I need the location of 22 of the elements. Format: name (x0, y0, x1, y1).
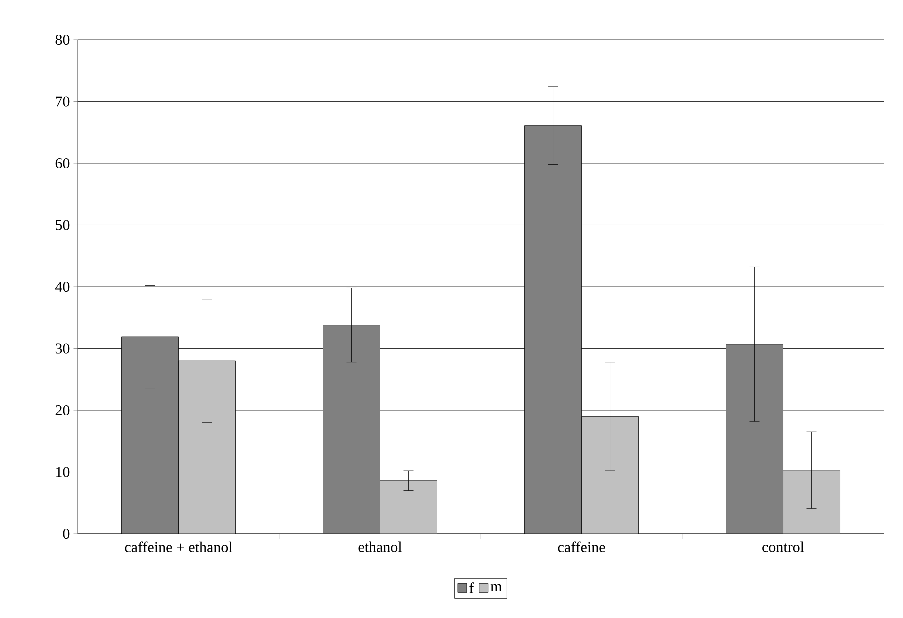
bar (178, 360, 236, 534)
y-tick-label: 10 (56, 467, 70, 478)
y-tick-label: 30 (56, 344, 70, 354)
bar (582, 416, 639, 534)
y-tick-label: 80 (56, 34, 70, 46)
x-tick-label: ethanol (358, 542, 402, 552)
y-tick-label: 0 (63, 528, 70, 540)
y-tick-label: 60 (56, 158, 70, 169)
y-tick-label: 20 (56, 405, 70, 416)
bar (524, 126, 582, 534)
bar (380, 480, 438, 534)
bar (323, 325, 380, 534)
y-tick-label: 50 (56, 220, 70, 230)
y-tick-label: 70 (56, 96, 70, 107)
y-tick-label: 40 (56, 282, 70, 292)
x-tick-label: caffeine + ethanol (125, 542, 233, 552)
legend-label: f (470, 582, 474, 594)
bar (726, 344, 784, 534)
legend-label: m (490, 584, 502, 592)
bar (122, 336, 179, 534)
x-tick-label: control (762, 542, 804, 552)
x-tick-label: caffeine (558, 542, 606, 552)
